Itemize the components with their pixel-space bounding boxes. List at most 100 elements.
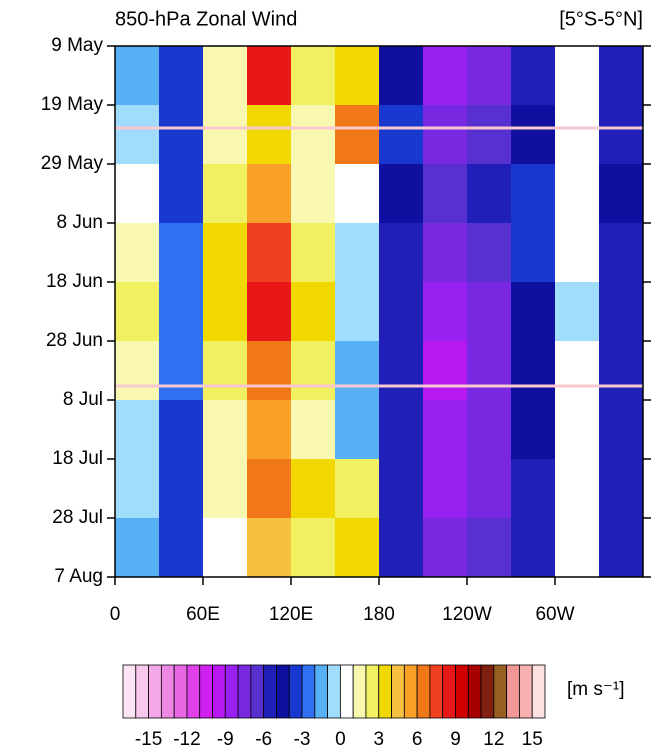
colorbar-tick-label: -3 <box>294 729 311 750</box>
x-tick-label: 60E <box>186 604 220 625</box>
cell <box>511 459 556 519</box>
y-tick-label: 8 Jun <box>57 212 103 233</box>
cell <box>379 341 424 401</box>
cell <box>247 518 292 578</box>
colorbar-box <box>288 664 303 719</box>
cell <box>203 400 248 460</box>
cell <box>115 164 160 224</box>
cell <box>159 400 204 460</box>
colorbar-box <box>135 664 149 719</box>
colorbar-tick-label: 3 <box>373 729 384 750</box>
cell <box>203 223 248 283</box>
cell <box>511 341 556 401</box>
cell <box>599 282 644 342</box>
colorbar-box <box>314 664 329 719</box>
colorbar-box <box>416 664 431 719</box>
cell <box>511 164 556 224</box>
cell <box>423 105 468 165</box>
cell <box>555 223 600 283</box>
cell <box>379 400 424 460</box>
cell <box>555 459 600 519</box>
colorbar-box <box>531 664 546 719</box>
cell <box>555 46 600 106</box>
cell <box>599 105 644 165</box>
colorbar-tick-label: -9 <box>217 729 234 750</box>
cell <box>379 223 424 283</box>
cell <box>203 341 248 401</box>
colorbar-box <box>250 664 265 719</box>
cell <box>599 46 644 106</box>
cell <box>555 341 600 401</box>
y-tick-label: 29 May <box>41 153 104 174</box>
cell <box>379 164 424 224</box>
cell <box>335 459 380 519</box>
colorbar-box <box>122 664 137 719</box>
cell <box>335 282 380 342</box>
region-label: [5°S-5°N] <box>559 8 643 30</box>
cell <box>335 518 380 578</box>
colorbar-box <box>212 664 226 719</box>
cell <box>599 459 644 519</box>
colorbar-tick-label: -15 <box>135 729 162 750</box>
colorbar-box <box>403 664 418 719</box>
cell <box>423 518 468 578</box>
colorbar-box <box>519 664 533 719</box>
cell <box>423 400 468 460</box>
cell <box>423 459 468 519</box>
cell <box>467 282 512 342</box>
cell <box>247 341 292 401</box>
cell <box>159 46 204 106</box>
colorbar-label: [m s⁻¹] <box>567 679 625 700</box>
cell <box>467 223 512 283</box>
colorbar-box <box>327 664 341 719</box>
chart-title: 850-hPa Zonal Wind <box>115 8 297 30</box>
cell <box>423 164 468 224</box>
field <box>115 46 644 578</box>
cell <box>159 518 204 578</box>
cell <box>511 223 556 283</box>
colorbar-box <box>467 664 482 719</box>
cell <box>599 164 644 224</box>
y-tick-label: 28 Jun <box>46 330 103 351</box>
colorbar-box <box>506 664 520 719</box>
cell <box>115 400 160 460</box>
cell <box>335 341 380 401</box>
cell <box>291 400 336 460</box>
cell <box>511 46 556 106</box>
cell <box>379 46 424 106</box>
cell <box>291 223 336 283</box>
cell <box>247 164 292 224</box>
cell <box>159 282 204 342</box>
colorbar-box <box>237 664 252 719</box>
y-tick-label: 7 Aug <box>54 566 103 587</box>
cell <box>115 341 160 401</box>
colorbar-tick-label: -6 <box>255 729 272 750</box>
colorbar-box <box>455 664 469 719</box>
cell <box>247 282 292 342</box>
cell <box>511 282 556 342</box>
colorbar-box <box>148 664 162 719</box>
cell <box>467 341 512 401</box>
colorbar-tick-label: 6 <box>412 729 423 750</box>
cell <box>511 400 556 460</box>
cell <box>247 223 292 283</box>
colorbar-tick-label: 12 <box>483 729 504 750</box>
y-tick-label: 28 Jul <box>52 507 103 528</box>
cell <box>115 459 160 519</box>
cell <box>203 164 248 224</box>
cell <box>335 223 380 283</box>
cell <box>115 518 160 578</box>
colorbar-box <box>160 664 175 719</box>
colorbar-box <box>301 664 316 719</box>
x-tick-label: 180 <box>363 604 395 625</box>
cell <box>599 400 644 460</box>
cell <box>115 223 160 283</box>
cell <box>423 341 468 401</box>
cell <box>203 518 248 578</box>
colorbar-box <box>365 664 380 719</box>
x-tick-label: 60W <box>535 604 574 625</box>
colorbar-box <box>224 664 239 719</box>
cell <box>423 46 468 106</box>
colorbar-box <box>352 664 367 719</box>
colorbar-tick-label: 15 <box>522 729 543 750</box>
